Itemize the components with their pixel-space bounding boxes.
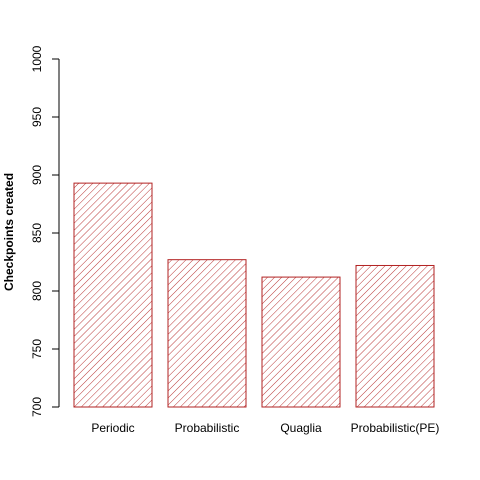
x-tick-label: Probabilistic(PE) xyxy=(351,421,440,435)
x-tick-label: Probabilistic xyxy=(175,421,240,435)
y-tick-label: 950 xyxy=(30,107,44,127)
bar-quaglia xyxy=(261,276,341,408)
y-ticks: 700 750 800 850 900 950 1000 xyxy=(30,45,59,417)
bars xyxy=(73,182,435,408)
bar-probabilistic xyxy=(167,259,247,408)
y-axis-title: Checkpoints created xyxy=(2,173,16,291)
y-tick-label: 750 xyxy=(30,339,44,359)
y-tick-label: 900 xyxy=(30,165,44,185)
y-tick-label: 700 xyxy=(30,397,44,417)
y-tick-label: 1000 xyxy=(30,45,44,72)
bar-probabilistic-pe xyxy=(355,264,435,408)
bar-periodic xyxy=(73,182,153,408)
y-axis: 700 750 800 850 900 950 1000 xyxy=(30,45,60,417)
x-tick-label: Periodic xyxy=(91,421,134,435)
x-tick-label: Quaglia xyxy=(280,421,322,435)
x-tick-labels: Periodic Probabilistic Quaglia Probabilisti… xyxy=(91,421,439,435)
y-tick-label: 850 xyxy=(30,223,44,243)
y-tick-label: 800 xyxy=(30,281,44,301)
